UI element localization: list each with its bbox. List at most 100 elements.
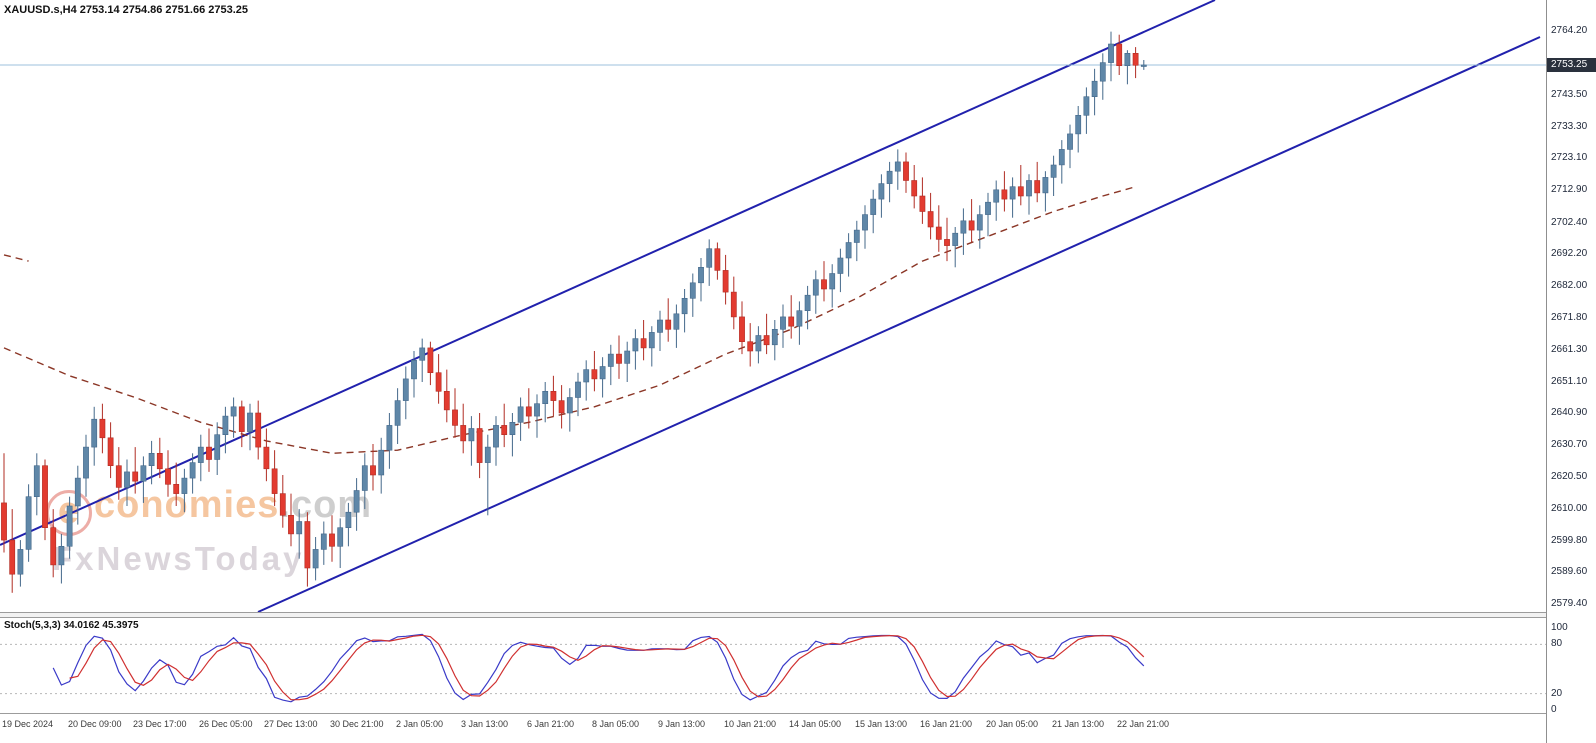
- candle-body: [1009, 186, 1016, 200]
- candle-body: [279, 493, 286, 516]
- candle-body: [1132, 52, 1139, 66]
- candle-body: [132, 471, 139, 482]
- candle-body: [698, 266, 704, 284]
- candle-body: [796, 310, 803, 327]
- candle-body: [706, 248, 713, 268]
- candle-body: [1124, 52, 1131, 66]
- candle-body: [140, 465, 147, 482]
- candle-body: [435, 372, 442, 392]
- candle-body: [517, 406, 524, 423]
- candle-body: [165, 468, 171, 485]
- candle-body: [443, 390, 450, 411]
- candle-body: [9, 539, 16, 575]
- candle-body: [214, 434, 221, 460]
- candle-body: [575, 381, 581, 398]
- time-axis-label: 2 Jan 05:00: [396, 719, 444, 729]
- candle-body: [17, 549, 24, 575]
- candle-body: [525, 406, 532, 417]
- candle-body: [689, 282, 696, 299]
- moving-average-line: [3, 186, 1136, 455]
- candle-body: [534, 403, 540, 417]
- price-axis-label: 2733.30: [1551, 121, 1588, 132]
- time-axis-label: 21 Jan 13:00: [1052, 719, 1105, 729]
- candle-body: [189, 462, 196, 479]
- candle-body: [911, 180, 918, 197]
- candle-body: [329, 533, 335, 547]
- candle-body: [197, 446, 204, 463]
- stoch-axis-label: 20: [1551, 688, 1563, 699]
- candle-body: [624, 350, 631, 364]
- candle-body: [296, 521, 303, 535]
- candle-body: [837, 257, 844, 274]
- time-axis[interactable]: 19 Dec 2024 20 Dec 09:00 23 Dec 17:00 26 De…: [0, 713, 1596, 743]
- candle-body: [419, 347, 426, 361]
- candle-body: [312, 549, 319, 569]
- main-chart-canvas[interactable]: [0, 0, 1546, 613]
- candle-body: [25, 496, 32, 550]
- candle-body: [870, 198, 877, 215]
- candle-body: [1108, 43, 1114, 63]
- candle-body: [50, 527, 57, 566]
- candle-body: [1083, 96, 1090, 116]
- candle-body: [894, 161, 901, 172]
- candle-body: [632, 338, 639, 352]
- candle-body: [402, 378, 409, 401]
- candle-body: [124, 471, 130, 488]
- candle-body: [935, 226, 942, 240]
- candle-body: [829, 273, 836, 290]
- price-axis-label: 2712.90: [1551, 184, 1588, 195]
- stochastic-panel-canvas[interactable]: [0, 618, 1546, 713]
- watermark-tagline: FxNewsToday: [52, 540, 305, 577]
- candle-body: [862, 214, 868, 231]
- candle-body: [501, 425, 508, 435]
- time-axis-label: 10 Jan 21:00: [724, 719, 777, 729]
- stoch-axis-label: 100: [1551, 622, 1568, 633]
- channel-upper-line[interactable]: [0, 0, 1216, 546]
- candle-body: [960, 220, 967, 234]
- candle-body: [206, 446, 212, 460]
- candle-body: [1116, 43, 1123, 67]
- candle-body: [673, 313, 680, 330]
- price-axis-column[interactable]: 2753.25 2764.20 2743.50 2733.30 2723.10 2712…: [1546, 0, 1596, 743]
- candle-body: [181, 477, 188, 494]
- candle-body: [484, 446, 491, 463]
- time-axis-label: 23 Dec 17:00: [133, 719, 187, 729]
- panel-separator[interactable]: [0, 612, 1596, 618]
- candle-body: [107, 437, 114, 466]
- price-axis-label: 2620.50: [1551, 471, 1588, 482]
- candle-body: [657, 319, 663, 333]
- candle-body: [1001, 189, 1008, 200]
- candle-body: [288, 514, 294, 535]
- candle-body: [460, 425, 467, 442]
- candle-body: [263, 446, 270, 470]
- price-axis-label: 2599.80: [1551, 535, 1588, 546]
- candle-body: [99, 418, 106, 439]
- candle-body: [845, 242, 852, 259]
- time-axis-label: 3 Jan 13:00: [461, 719, 509, 729]
- candle-body: [33, 465, 40, 498]
- candle-body: [1034, 180, 1041, 194]
- candle-body: [993, 189, 1000, 203]
- candle-body: [304, 521, 311, 569]
- candle-body: [821, 279, 827, 290]
- candle-body: [222, 415, 229, 436]
- candle-body: [1075, 115, 1082, 135]
- candle-body: [747, 341, 754, 352]
- channel-lower-line[interactable]: [257, 36, 1541, 613]
- candle-body: [1017, 186, 1024, 197]
- candle-body: [230, 406, 237, 417]
- candle-body: [730, 291, 737, 318]
- candle-body: [952, 232, 959, 246]
- candle-body: [345, 511, 352, 529]
- candle-body: [1067, 133, 1073, 150]
- candle-body: [173, 483, 180, 494]
- stoch-axis-label: 0: [1551, 704, 1557, 715]
- candle-body: [542, 390, 549, 404]
- candle-body: [476, 428, 483, 463]
- time-axis-label: 22 Jan 21:00: [1117, 719, 1170, 729]
- candle-body: [468, 428, 475, 442]
- candle-body: [1026, 180, 1032, 197]
- candle-body: [583, 369, 590, 383]
- price-axis-label: 2671.80: [1551, 312, 1588, 323]
